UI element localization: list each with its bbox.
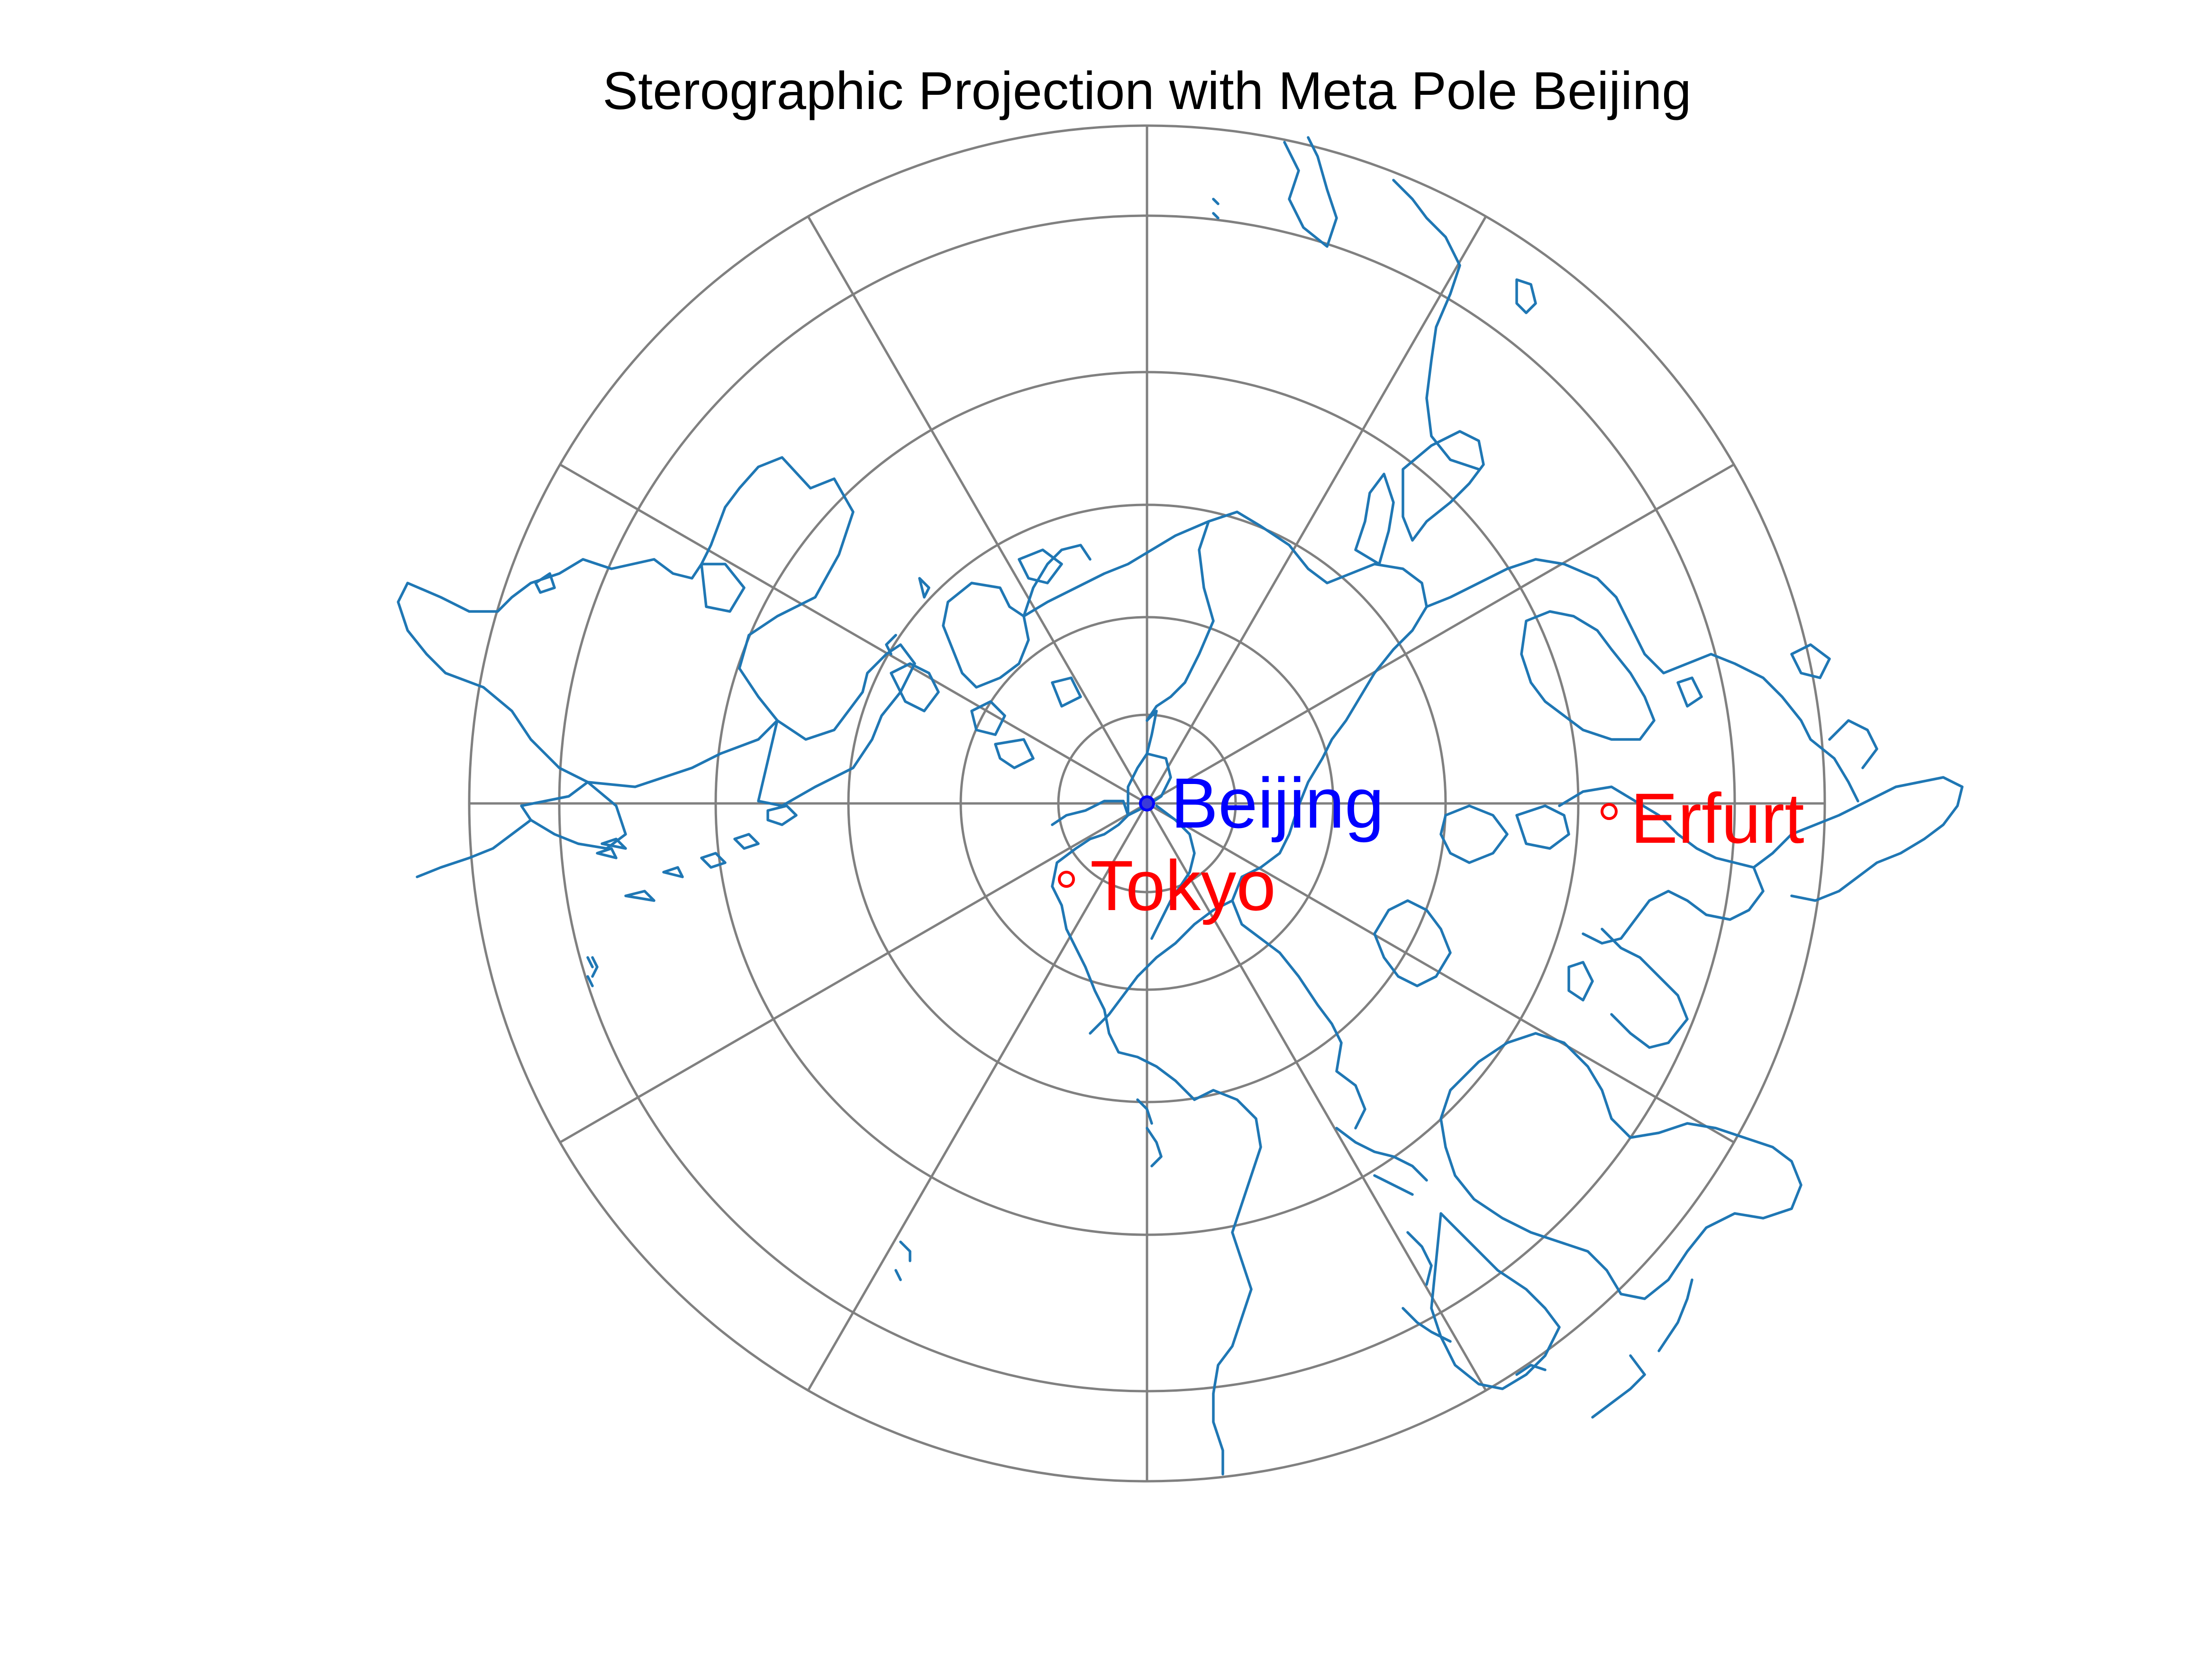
coastline-new-zealand <box>1136 1098 1163 1167</box>
coastline-siberia <box>1022 520 1215 722</box>
city-marker-tokyo <box>1058 871 1075 888</box>
coastline-hudson <box>700 563 746 613</box>
coastline-arabia <box>1373 899 1452 987</box>
city-tokyo: Tokyo <box>1058 846 1276 925</box>
map-title: Sterographic Projection with Meta Pole B… <box>602 61 1691 120</box>
coastline-africa <box>1439 1032 1802 1300</box>
city-marker-beijing <box>1139 795 1155 811</box>
coastline-scandinavia <box>1520 610 1656 741</box>
coastline-kamchatka <box>1022 544 1092 618</box>
coastline-europe-west <box>1558 776 1964 902</box>
coastline-west-islands <box>534 572 618 968</box>
coastline-australia-west <box>1060 904 1196 1101</box>
coastline-india <box>1231 757 1366 1130</box>
coastline-top-north <box>1283 136 1338 248</box>
city-beijing: Beijing <box>1139 763 1384 843</box>
coastline-black-sea <box>1515 804 1570 850</box>
coastline-far-east-edge <box>1601 928 1689 1049</box>
coastline-aleutians <box>416 819 532 878</box>
coastline-arctic-islands <box>890 548 1082 769</box>
coastline-taymyr <box>1207 510 1428 760</box>
graticule <box>468 124 1826 1483</box>
coastline-hawaii <box>586 956 599 987</box>
graticule-meridian <box>1146 463 1735 805</box>
coastline-europe-north <box>1425 558 1784 698</box>
cities: Beijing Erfurt Tokyo <box>1058 763 1804 925</box>
graticule-meridian <box>559 802 1148 1144</box>
city-label-erfurt: Erfurt <box>1630 778 1804 858</box>
coastline-east-asia <box>1150 804 1196 940</box>
coastline-greenland <box>942 582 1030 689</box>
coastline-russia-arctic <box>1354 430 1485 565</box>
coastline-top-island <box>1212 198 1537 314</box>
coastlines <box>397 136 1964 1476</box>
graticule-meridian <box>807 802 1148 1391</box>
coastline-iceland-uk <box>1676 643 1831 708</box>
coastline-mediterranean <box>1582 866 1765 945</box>
coastline-north-america-east <box>757 643 916 807</box>
city-erfurt: Erfurt <box>1601 778 1804 858</box>
coastline-madagascar <box>1567 961 1594 1002</box>
graticule-meridian <box>1146 802 1487 1391</box>
coastline-top-northeast <box>1392 179 1480 471</box>
coastline-china-north <box>1146 710 1158 755</box>
graticule-meridian <box>807 216 1148 804</box>
coastline-indonesia <box>1335 1127 1452 1343</box>
coastline-caspian <box>1439 804 1509 864</box>
coastline-pacific-islands <box>601 804 798 902</box>
coastline-north-america <box>397 456 855 788</box>
city-label-tokyo: Tokyo <box>1090 846 1276 925</box>
coastline-australia <box>1193 1089 1262 1476</box>
graticule-meridian <box>1146 802 1735 1144</box>
coastline-pacific-south <box>894 1240 911 1281</box>
graticule-meridian <box>1146 216 1487 804</box>
coastline-japan <box>1051 800 1129 907</box>
coastline-africa-south <box>1430 1212 1561 1390</box>
city-label-beijing: Beijing <box>1171 763 1384 843</box>
coastline-se-asia <box>1089 899 1234 1035</box>
coastline-beringia <box>885 577 930 656</box>
coastline-southeast-corner <box>1515 1278 1693 1419</box>
city-marker-erfurt <box>1601 803 1618 820</box>
coastline-east-edge <box>1781 695 1878 802</box>
graticule-meridian <box>559 463 1148 805</box>
coastline-alaska <box>520 781 627 850</box>
